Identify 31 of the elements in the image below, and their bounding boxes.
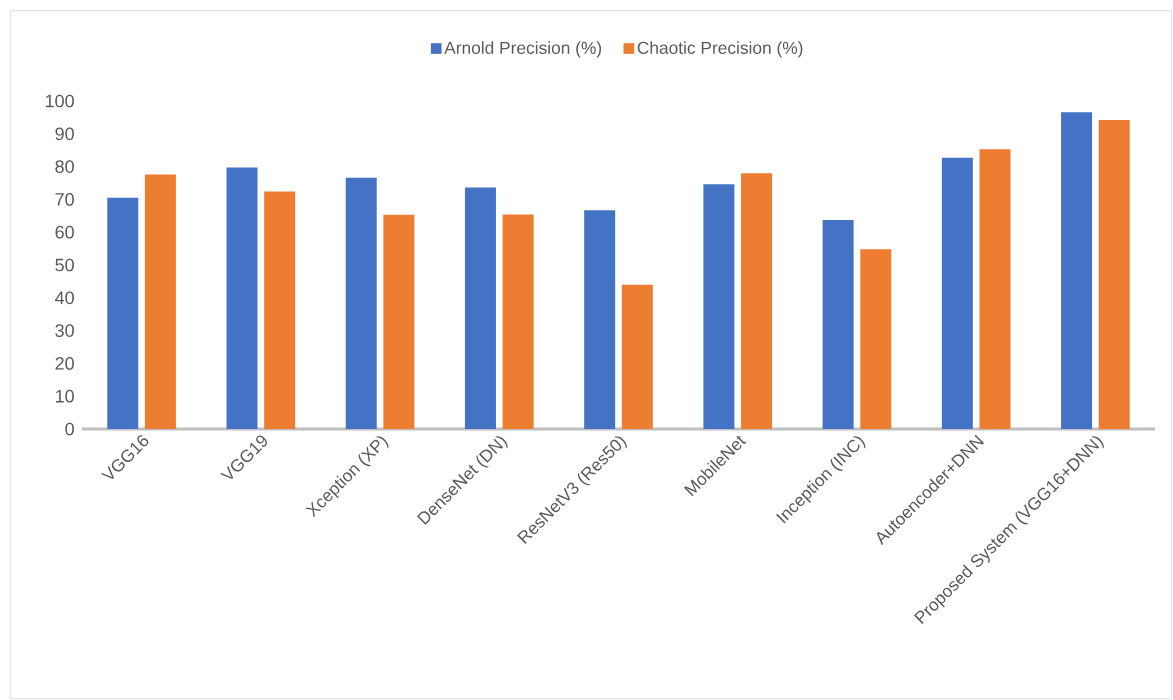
y-tick-label: 20 [55,357,74,370]
bar [1098,120,1130,429]
bar [107,197,139,429]
bar [941,157,973,429]
bar [621,284,653,429]
y-tick-label: 80 [55,160,74,173]
bar [345,177,377,429]
bar [264,191,296,429]
bar [703,184,735,429]
y-tick-label: 10 [55,389,74,403]
bar [226,167,258,429]
bar [860,249,892,429]
y-tick-label: 40 [55,291,74,305]
bar [1061,112,1093,429]
bar [464,187,496,429]
bar [822,220,854,429]
y-tick-label: 70 [55,193,74,206]
bar [979,149,1011,429]
bar [741,173,773,429]
y-tick-label: 50 [55,258,74,272]
legend-label: Chaotic Precision (%) [637,41,803,58]
y-tick-label: 60 [55,225,74,239]
y-tick-label: 100 [45,94,74,108]
y-tick-label: 30 [55,324,74,337]
y-tick-label: 90 [55,127,74,141]
bar [144,174,176,429]
y-tick-label: 0 [65,422,74,436]
bar [584,210,616,429]
bar [502,214,534,429]
legend-label: Arnold Precision (%) [444,41,602,58]
bar [383,214,415,429]
